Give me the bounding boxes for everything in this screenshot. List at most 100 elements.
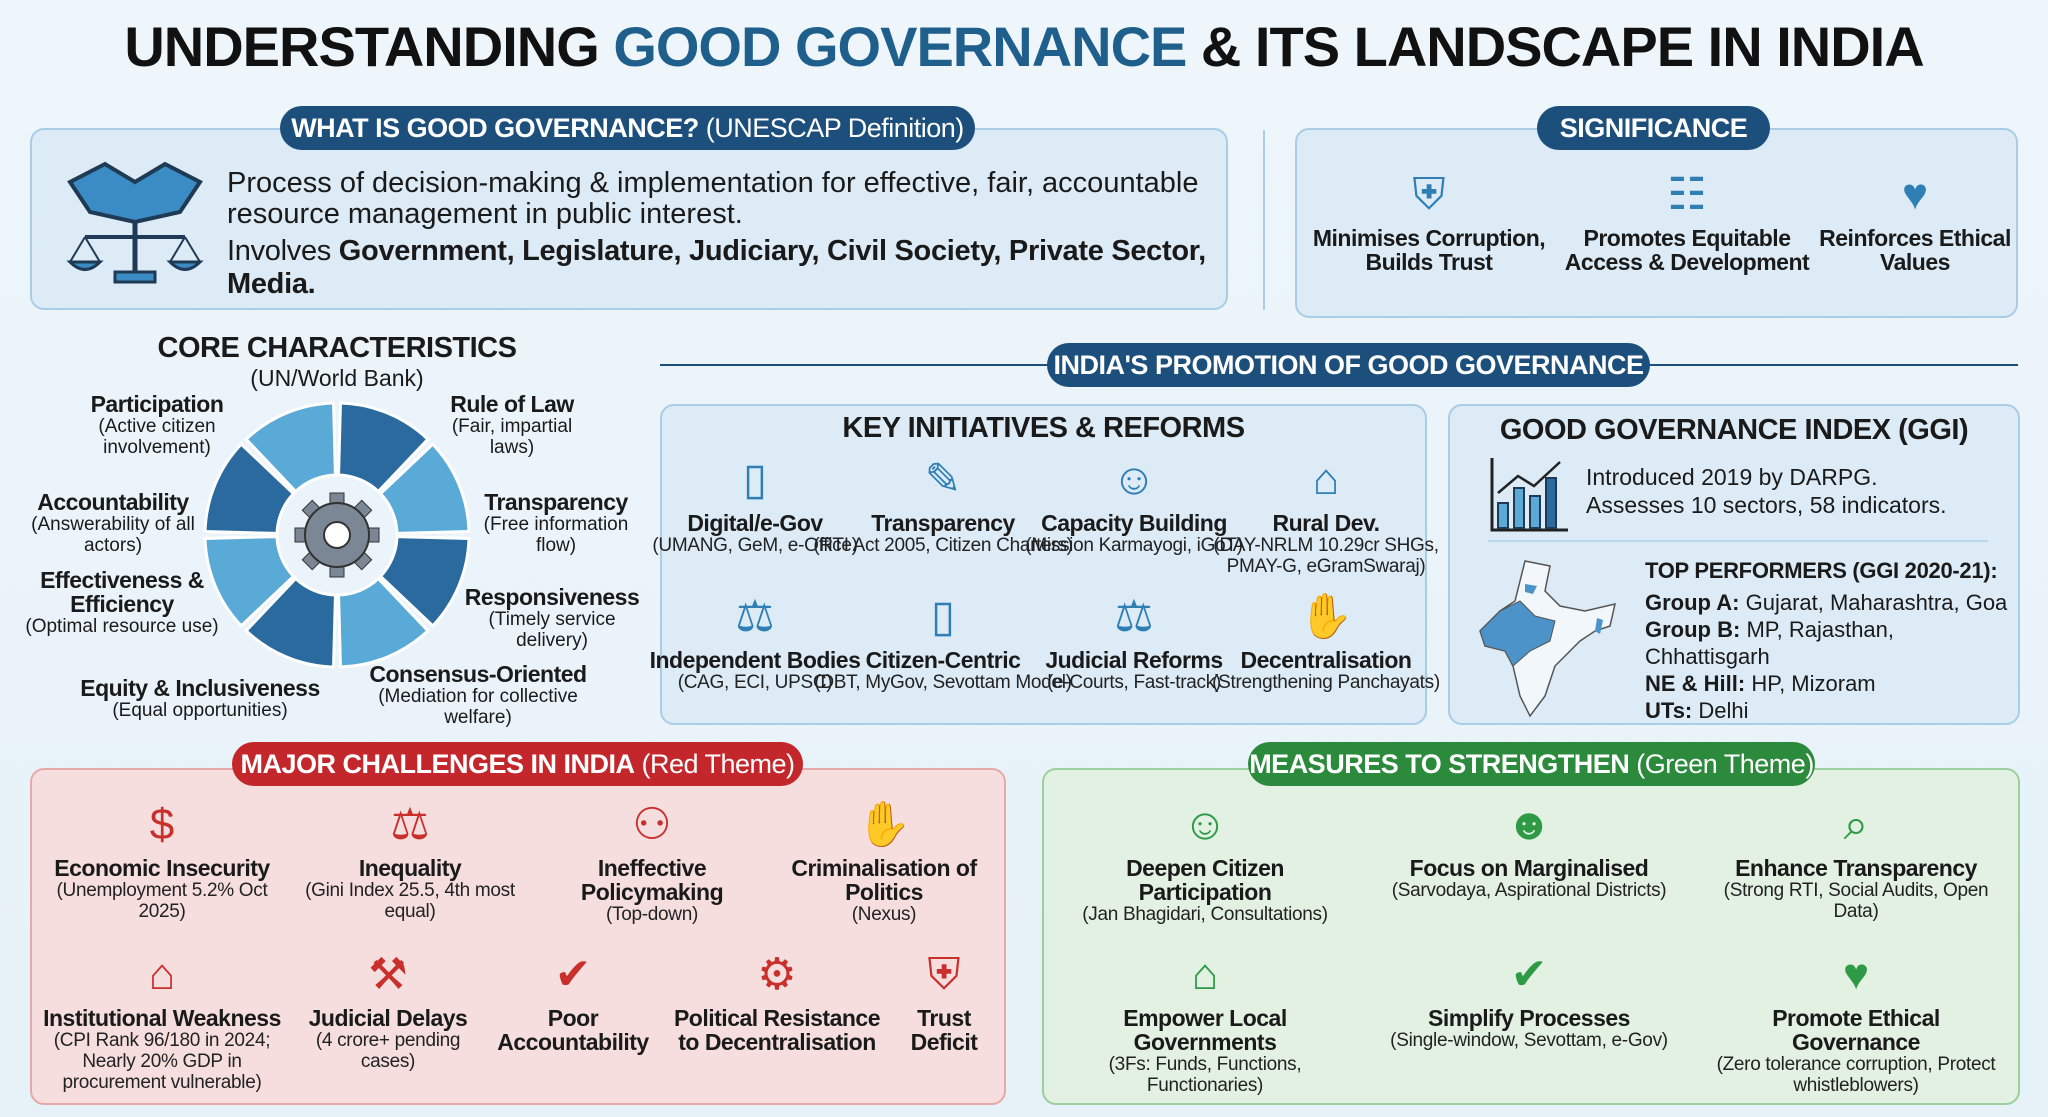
measure-item: ☺ Deepen Citizen Participation (Jan Bhagid… xyxy=(1065,800,1345,925)
characteristic-title: Accountability xyxy=(37,489,189,515)
definition-panel: Process of decision-making & implementat… xyxy=(30,128,1228,310)
characteristic-title: Effectiveness & Efficiency xyxy=(40,567,204,617)
people-hand-icon: ☺ xyxy=(1111,455,1157,504)
challenge-item-title: Inequality xyxy=(358,855,462,881)
initiative-item-title: Judicial Reforms xyxy=(1045,647,1223,673)
title-part1: UNDERSTANDING xyxy=(124,15,614,78)
clipboard-check-icon: ✔ xyxy=(554,950,592,999)
characteristic-title: Equity & Inclusiveness xyxy=(80,675,320,701)
challenge-item: ⌂ Institutional Weakness (CPI Rank 96/180 … xyxy=(37,950,287,1093)
ggi-title: GOOD GOVERNANCE INDEX (GGI) xyxy=(1499,414,1969,446)
measure-item-title: Enhance Transparency xyxy=(1735,855,1977,881)
characteristic-item: Accountability (Answerability of all acto… xyxy=(23,490,203,556)
measure-item-title: Promote Ethical Governance xyxy=(1772,1005,1940,1055)
handshake-icon: ✋ xyxy=(856,800,912,849)
phone-dbt-icon: ▯ xyxy=(930,592,956,641)
hand-shield-icon: ⛨ xyxy=(927,950,961,999)
core-title: CORE CHARACTERISTICS xyxy=(157,332,517,364)
significance-item: ☷ Promotes Equitable Access & Development xyxy=(1547,170,1827,274)
challenge-item-title: Ineffective Policymaking xyxy=(580,855,724,905)
initiative-item-desc: (DAY-NRLM 10.29cr SHGs, PMAY-G, eGramSwa… xyxy=(1213,535,1439,577)
scales-icon: ⚖ xyxy=(1114,592,1154,641)
performer-group-value: MP, Rajasthan, Chhattisgarh xyxy=(1645,617,1895,669)
document-pen-icon: ✎ xyxy=(924,455,962,504)
initiative-item-desc: (Mission Karmayogi, iGoT) xyxy=(1025,535,1243,556)
characteristic-title: Responsiveness xyxy=(464,584,640,610)
initiative-item: ▯ Digital/e-Gov (UMANG, GeM, e-Office) xyxy=(615,455,895,556)
hierarchy-icon: ⚇ xyxy=(632,800,672,849)
measure-item-title: Empower Local Governments xyxy=(1123,1005,1287,1055)
performer-group-value: HP, Mizoram xyxy=(1745,671,1876,696)
challenge-item: ✔ Poor Accountability xyxy=(483,950,663,1054)
initiative-item-desc: (DBT, MyGov, Sevottam Model) xyxy=(814,672,1072,693)
challenge-item: ⛨ Trust Deficit xyxy=(894,950,994,1054)
definition-header: WHAT IS GOOD GOVERNANCE? (UNESCAP Defini… xyxy=(280,106,975,150)
money-bag-icon: $ xyxy=(149,800,175,849)
heart-shield-icon: ♥ xyxy=(1901,170,1929,219)
phone-globe-icon: ▯ xyxy=(742,455,768,504)
measures-header-title: MEASURES TO STRENGTHEN xyxy=(1249,749,1630,779)
characteristic-item: Responsiveness (Timely service delivery) xyxy=(452,585,652,651)
challenges-header-sub: (Red Theme) xyxy=(634,749,795,779)
significance-item-title: Reinforces Ethical Values xyxy=(1819,225,2011,275)
measure-item: ✔ Simplify Processes (Single-window, Sevot… xyxy=(1389,950,1669,1051)
characteristic-desc: (Free information flow) xyxy=(483,514,629,556)
measure-item-title: Simplify Processes xyxy=(1428,1005,1630,1031)
ggi-intro-2: Assesses 10 sectors, 58 indicators. xyxy=(1586,492,1947,518)
significance-item: ♥ Reinforces Ethical Values xyxy=(1775,170,2048,274)
characteristic-item: Transparency (Free information flow) xyxy=(471,490,641,556)
characteristic-title: Rule of Law xyxy=(450,391,574,417)
initiative-item-desc: (UMANG, GeM, e-Office) xyxy=(652,535,858,556)
initiative-item-title: Transparency xyxy=(871,510,1015,536)
house-hand-icon: ⌂ xyxy=(1312,455,1340,504)
performer-group: Group A: Gujarat, Maharashtra, Goa xyxy=(1645,589,2018,616)
puzzle-piece xyxy=(378,535,471,628)
performer-group: UTs: Delhi xyxy=(1645,697,2018,724)
promotion-header: INDIA'S PROMOTION OF GOOD GOVERNANCE xyxy=(1047,343,1650,387)
initiative-item: ☺ Capacity Building (Mission Karmayogi, iG… xyxy=(994,455,1274,556)
measure-item-desc: (3Fs: Funds, Functions, Functionaries) xyxy=(1108,1054,1302,1096)
measure-item: ♥ Promote Ethical Governance (Zero toleran… xyxy=(1716,950,1996,1096)
performer-group: NE & Hill: HP, Mizoram xyxy=(1645,670,2018,697)
challenge-item-desc: (Gini Index 25.5, 4th most equal) xyxy=(305,880,515,922)
shield-check-icon: ⛨ xyxy=(1412,170,1446,219)
challenge-item-title: Poor Accountability xyxy=(497,1005,649,1055)
gear-hands-icon: ⚙ xyxy=(757,950,797,999)
measure-item-title: Deepen Citizen Participation xyxy=(1126,855,1284,905)
actors-list: Government, Legislature, Judiciary, Civi… xyxy=(227,235,1206,300)
hands-people-icon: ☻ xyxy=(1505,800,1553,849)
puzzle-piece xyxy=(244,576,337,669)
challenges-panel xyxy=(30,768,1006,1105)
definition-text: Process of decision-making & implementat… xyxy=(227,167,1199,230)
definition-header-title: WHAT IS GOOD GOVERNANCE? xyxy=(291,113,699,143)
challenge-item-title: Economic Insecurity xyxy=(54,855,270,881)
challenge-item: ⚙ Political Resistance to Decentralisatio… xyxy=(672,950,882,1054)
initiative-item-desc: (CAG, ECI, UPSC) xyxy=(677,672,833,693)
characteristic-desc: (Fair, impartial laws) xyxy=(451,416,573,458)
ggi-panel: GOOD GOVERNANCE INDEX (GGI) Introduced 2… xyxy=(1448,404,2020,725)
initiative-item-title: Decentralisation xyxy=(1240,647,1412,673)
challenge-item-desc: (Unemployment 5.2% Oct 2025) xyxy=(56,880,268,922)
characteristic-title: Consensus-Oriented xyxy=(369,661,587,687)
performer-group-value: Delhi xyxy=(1692,698,1749,723)
heart-hand-icon: ♥ xyxy=(1842,950,1870,999)
challenge-item-title: Political Resistance to Decentralisation xyxy=(673,1005,881,1055)
ladder-icon: ☷ xyxy=(1667,170,1707,219)
initiative-item: ⚖ Independent Bodies (CAG, ECI, UPSC) xyxy=(615,592,895,693)
characteristic-desc: (Mediation for collective welfare) xyxy=(378,686,578,728)
puzzle-piece xyxy=(337,576,430,669)
initiative-item: ⌂ Rural Dev. (DAY-NRLM 10.29cr SHGs, PMAY-… xyxy=(1186,455,1466,577)
scales-icon: ⚖ xyxy=(390,800,430,849)
significance-item: ⛨ Minimises Corruption, Builds Trust xyxy=(1289,170,1569,274)
measure-item: ☻ Focus on Marginalised (Sarvodaya, Aspira… xyxy=(1389,800,1669,901)
performer-group-label: UTs: xyxy=(1645,698,1693,723)
challenge-item-desc: (Nexus) xyxy=(851,904,917,925)
actors-prefix: Involves xyxy=(227,235,339,267)
challenge-item-desc: (4 crore+ pending cases) xyxy=(315,1030,461,1072)
document-search-icon: ⌕ xyxy=(1843,800,1869,849)
challenge-item-title: Trust Deficit xyxy=(910,1005,978,1055)
india-map-icon xyxy=(1479,560,1616,718)
puzzle-piece xyxy=(203,535,296,628)
institution-icon: ⌂ xyxy=(148,950,176,999)
significance-item-title: Minimises Corruption, Builds Trust xyxy=(1312,225,1546,275)
